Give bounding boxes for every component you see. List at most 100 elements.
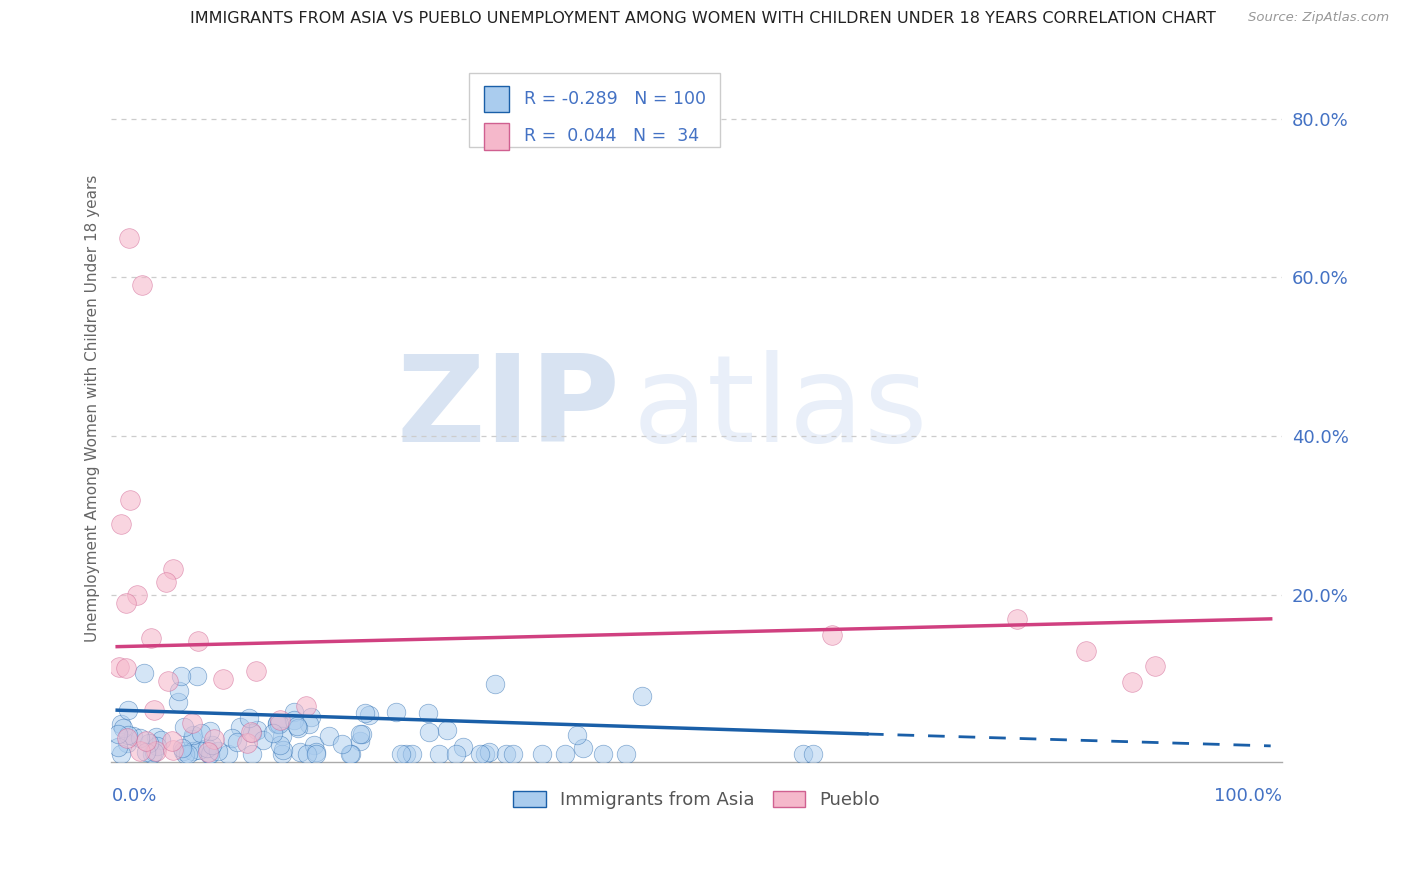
Point [285, 719, 308, 733]
Point [120, 492, 142, 507]
Point [138, 736, 160, 750]
Point [287, 722, 309, 736]
Point [330, 737, 353, 751]
Point [269, 717, 291, 731]
Point [478, 745, 501, 759]
Point [1074, 643, 1097, 657]
Point [269, 713, 291, 727]
Point [135, 734, 157, 748]
Point [502, 747, 524, 761]
Point [149, 732, 172, 747]
Point [429, 747, 451, 761]
Point [385, 705, 408, 719]
Point [225, 735, 247, 749]
Point [614, 747, 637, 761]
Point [110, 747, 132, 761]
Point [444, 747, 467, 761]
Point [145, 730, 167, 744]
Point [145, 744, 167, 758]
Point [114, 661, 136, 675]
Point [181, 727, 204, 741]
Point [1005, 612, 1028, 626]
Point [283, 706, 305, 720]
Point [298, 717, 321, 731]
Point [174, 747, 197, 761]
Point [554, 747, 576, 761]
Point [484, 677, 506, 691]
Point [117, 703, 139, 717]
Point [141, 747, 163, 761]
Point [143, 745, 166, 759]
Point [197, 745, 219, 759]
Point [166, 695, 188, 709]
Point [349, 734, 371, 748]
Point [283, 713, 305, 727]
Point [172, 743, 194, 757]
Point [115, 731, 138, 745]
Point [565, 728, 588, 742]
Point [436, 723, 458, 737]
Point [155, 575, 177, 590]
Point [252, 732, 274, 747]
Point [211, 673, 233, 687]
Point [631, 689, 654, 703]
Point [295, 699, 318, 714]
Legend: Immigrants from Asia, Pueblo: Immigrants from Asia, Pueblo [506, 784, 887, 816]
Point [108, 660, 131, 674]
Bar [484, 123, 509, 150]
Point [187, 633, 209, 648]
Point [146, 739, 169, 753]
Point [416, 706, 439, 720]
Text: Source: ZipAtlas.com: Source: ZipAtlas.com [1249, 11, 1389, 24]
Y-axis label: Unemployment Among Women with Children Under 18 years: Unemployment Among Women with Children U… [86, 175, 100, 642]
Point [115, 736, 138, 750]
Point [305, 747, 328, 761]
Point [180, 732, 202, 747]
Point [339, 747, 361, 761]
Point [389, 747, 412, 761]
Point [592, 747, 614, 761]
Point [195, 741, 218, 756]
Point [162, 561, 184, 575]
Point [270, 747, 292, 761]
Point [117, 728, 139, 742]
Point [269, 739, 291, 753]
Point [401, 747, 423, 761]
Point [156, 674, 179, 689]
Point [353, 706, 375, 720]
Point [474, 747, 496, 761]
Point [181, 744, 204, 758]
Point [114, 596, 136, 610]
Point [302, 738, 325, 752]
Point [188, 743, 211, 757]
Point [131, 278, 153, 293]
Point [238, 711, 260, 725]
Point [530, 747, 553, 761]
Point [297, 747, 319, 761]
Point [162, 743, 184, 757]
Point [122, 730, 145, 744]
Point [141, 632, 163, 646]
Point [305, 745, 328, 759]
Point [299, 710, 322, 724]
Text: IMMIGRANTS FROM ASIA VS PUEBLO UNEMPLOYMENT AMONG WOMEN WITH CHILDREN UNDER 18 Y: IMMIGRANTS FROM ASIA VS PUEBLO UNEMPLOYM… [190, 11, 1216, 26]
Point [167, 684, 190, 698]
Point [240, 726, 263, 740]
Point [792, 747, 814, 761]
Point [135, 745, 157, 759]
Point [160, 733, 183, 747]
Point [221, 731, 243, 745]
Point [181, 715, 204, 730]
Point [246, 723, 269, 738]
Point [245, 664, 267, 678]
Point [821, 628, 844, 642]
Point [132, 665, 155, 680]
Text: R = -0.289   N = 100: R = -0.289 N = 100 [523, 90, 706, 108]
Point [1121, 675, 1143, 690]
Point [172, 741, 194, 756]
Point [229, 720, 252, 734]
Point [418, 725, 440, 739]
Point [110, 516, 132, 531]
Text: atlas: atlas [633, 350, 928, 467]
Point [349, 727, 371, 741]
